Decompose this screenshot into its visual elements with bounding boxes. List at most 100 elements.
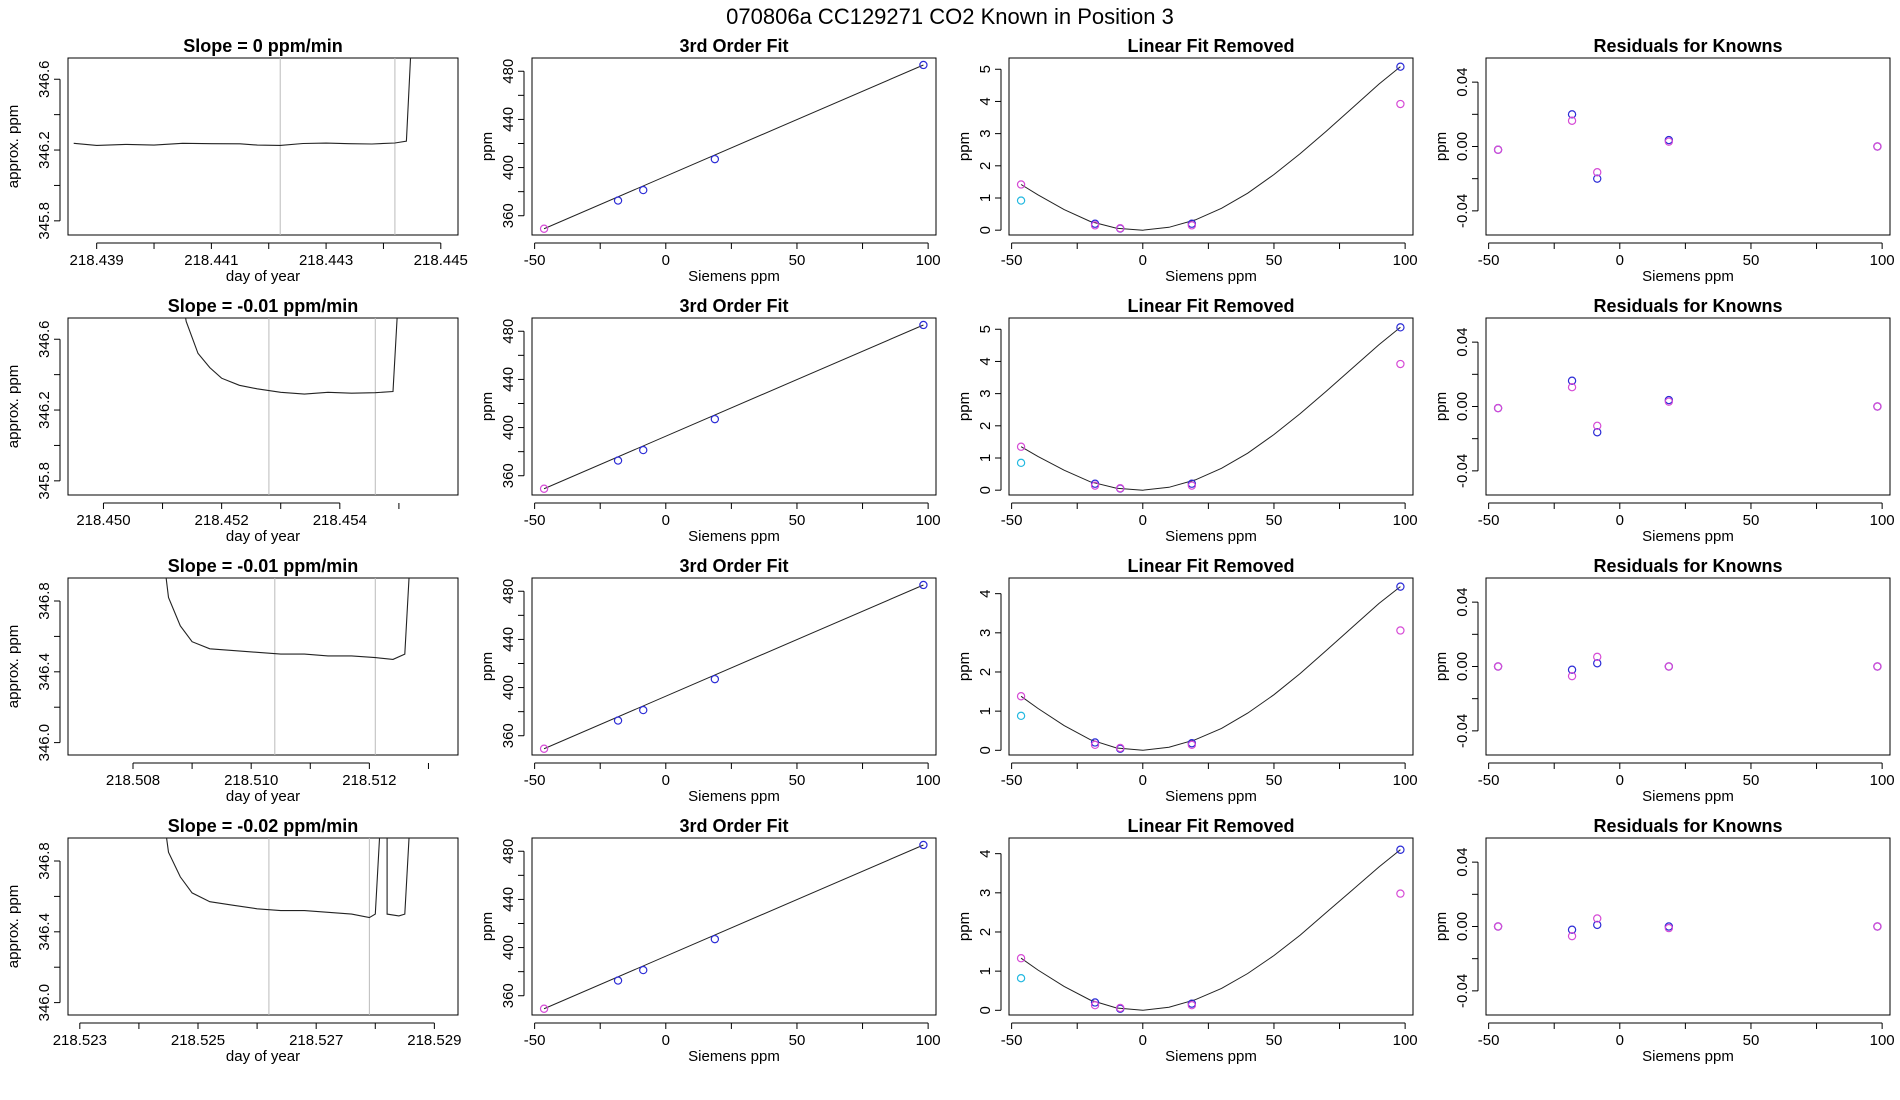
x-tick-label: 218.525 bbox=[171, 1032, 225, 1049]
ppm-trace-line bbox=[73, 58, 412, 146]
y-tick-label: 346.6 bbox=[36, 320, 53, 358]
data-point-blue bbox=[613, 976, 623, 985]
x-tick-label: 0 bbox=[1139, 252, 1147, 269]
x-tick-label: 100 bbox=[1870, 1032, 1895, 1049]
x-tick-label: 100 bbox=[1393, 772, 1418, 789]
plot-frame bbox=[1485, 57, 1891, 236]
x-axis-label: Siemens ppm bbox=[688, 268, 780, 285]
data-point-blue bbox=[1090, 998, 1100, 1007]
data-point-blue bbox=[639, 965, 648, 975]
data-point-blue bbox=[1396, 62, 1405, 71]
data-point-cyan bbox=[1016, 196, 1026, 205]
y-tick-label: 0 bbox=[977, 1006, 994, 1014]
y-tick-label: 0.04 bbox=[1454, 68, 1471, 97]
plot-frame bbox=[531, 577, 937, 756]
x-tick-label: -50 bbox=[1001, 772, 1023, 789]
x-tick-label: -50 bbox=[524, 252, 546, 269]
plot-frame bbox=[67, 577, 459, 756]
panel-title: Residuals for Knowns bbox=[1593, 816, 1782, 836]
data-point-blue bbox=[919, 320, 928, 330]
plot-area bbox=[1493, 652, 1882, 681]
y-tick-label: 360 bbox=[500, 983, 517, 1008]
y-tick-label: 0 bbox=[977, 746, 994, 754]
data-point-magenta bbox=[1396, 359, 1405, 369]
y-axis-label: ppm bbox=[1433, 132, 1450, 161]
data-point-blue bbox=[919, 840, 928, 850]
data-point-blue bbox=[1567, 376, 1577, 385]
data-point-blue bbox=[613, 716, 623, 725]
plot-area bbox=[1493, 914, 1882, 941]
y-tick-label: 360 bbox=[500, 463, 517, 488]
data-point-magenta bbox=[1664, 662, 1674, 671]
y-axis-label: ppm bbox=[1433, 912, 1450, 941]
data-point-blue bbox=[613, 196, 623, 205]
data-point-magenta bbox=[1873, 922, 1882, 931]
plot-frame bbox=[67, 317, 459, 496]
fit-line bbox=[543, 324, 924, 490]
x-axis-label: Siemens ppm bbox=[1642, 788, 1734, 805]
panel-title: 3rd Order Fit bbox=[679, 36, 788, 56]
panel-linear-removed-row-3: Linear Fit Removed -50 0 50 100 Siemens ppm 0 1… bbox=[956, 556, 1418, 805]
x-axis-label: Siemens ppm bbox=[688, 1048, 780, 1065]
data-point-magenta bbox=[1016, 954, 1026, 963]
x-tick-label: 218.523 bbox=[53, 1032, 107, 1049]
y-axis-label: approx. ppm bbox=[5, 625, 22, 708]
data-point-blue bbox=[639, 705, 648, 715]
x-tick-label: 50 bbox=[1743, 512, 1760, 529]
data-point-blue bbox=[1567, 925, 1577, 934]
data-point-magenta bbox=[1116, 224, 1125, 233]
data-point-blue bbox=[1396, 582, 1405, 591]
data-point-magenta bbox=[1016, 692, 1026, 701]
x-tick-label: -50 bbox=[524, 1032, 546, 1049]
plot-frame bbox=[1485, 837, 1891, 1016]
panel-time-series-row-4: Slope = -0.02 ppm/min 218.523 218.525 218.5… bbox=[5, 816, 461, 1065]
plot-area bbox=[1016, 323, 1405, 493]
data-point-blue bbox=[710, 154, 720, 164]
plot-area bbox=[539, 320, 928, 493]
quadratic-curve bbox=[1020, 849, 1401, 1011]
panel-linear-removed-row-2: Linear Fit Removed -50 0 50 100 Siemens ppm 0 1… bbox=[956, 296, 1418, 545]
y-tick-label: 440 bbox=[500, 627, 517, 652]
y-tick-label: 1 bbox=[977, 454, 994, 462]
panel-fit-3rd-row-1: 3rd Order Fit -50 0 50 100 Siemens ppm 360 400 4… bbox=[479, 36, 941, 285]
y-tick-label: 1 bbox=[977, 707, 994, 715]
y-tick-label: 440 bbox=[500, 887, 517, 912]
data-point-magenta bbox=[1593, 914, 1602, 923]
data-point-magenta bbox=[539, 484, 549, 493]
plot-frame bbox=[531, 317, 937, 496]
data-point-blue bbox=[1396, 323, 1405, 332]
quadratic-curve bbox=[1020, 586, 1401, 751]
panel-title: Slope = -0.01 ppm/min bbox=[168, 296, 359, 316]
x-tick-label: 100 bbox=[916, 772, 941, 789]
x-tick-label: 50 bbox=[789, 252, 806, 269]
y-axis-label: ppm bbox=[956, 392, 973, 421]
data-point-cyan bbox=[1016, 458, 1026, 468]
y-tick-label: 0.00 bbox=[1454, 392, 1471, 421]
panel-title: 3rd Order Fit bbox=[679, 556, 788, 576]
panel-title: Slope = -0.01 ppm/min bbox=[168, 556, 359, 576]
y-tick-label: 480 bbox=[500, 579, 517, 604]
y-tick-label: -0.04 bbox=[1454, 454, 1471, 488]
data-point-magenta bbox=[1493, 403, 1503, 413]
plot-area bbox=[1016, 582, 1405, 753]
data-point-blue bbox=[1567, 665, 1577, 674]
x-tick-label: 0 bbox=[1139, 512, 1147, 529]
x-tick-label: 218.445 bbox=[414, 252, 468, 269]
panel-title: Slope = -0.02 ppm/min bbox=[168, 816, 359, 836]
x-tick-label: 0 bbox=[1139, 772, 1147, 789]
y-axis-label: ppm bbox=[479, 652, 496, 681]
x-tick-label: 100 bbox=[1870, 512, 1895, 529]
x-axis-label: Siemens ppm bbox=[688, 788, 780, 805]
panel-time-series-row-1: Slope = 0 ppm/min 218.439 218.441 218.443 21… bbox=[5, 36, 468, 285]
data-point-magenta bbox=[1090, 221, 1100, 230]
x-tick-label: 0 bbox=[1139, 1032, 1147, 1049]
panel-title: Slope = 0 ppm/min bbox=[183, 36, 343, 56]
y-tick-label: 346.8 bbox=[36, 582, 53, 620]
plot-frame bbox=[67, 837, 459, 1016]
panel-fit-3rd-row-4: 3rd Order Fit -50 0 50 100 Siemens ppm 360 400 4… bbox=[479, 816, 941, 1065]
panel-residuals-row-4: Residuals for Knowns -50 0 50 100 Siemens ppm… bbox=[1433, 816, 1895, 1065]
data-point-magenta bbox=[1664, 137, 1674, 146]
y-tick-label: 4 bbox=[977, 97, 994, 105]
x-tick-label: 50 bbox=[1266, 772, 1283, 789]
